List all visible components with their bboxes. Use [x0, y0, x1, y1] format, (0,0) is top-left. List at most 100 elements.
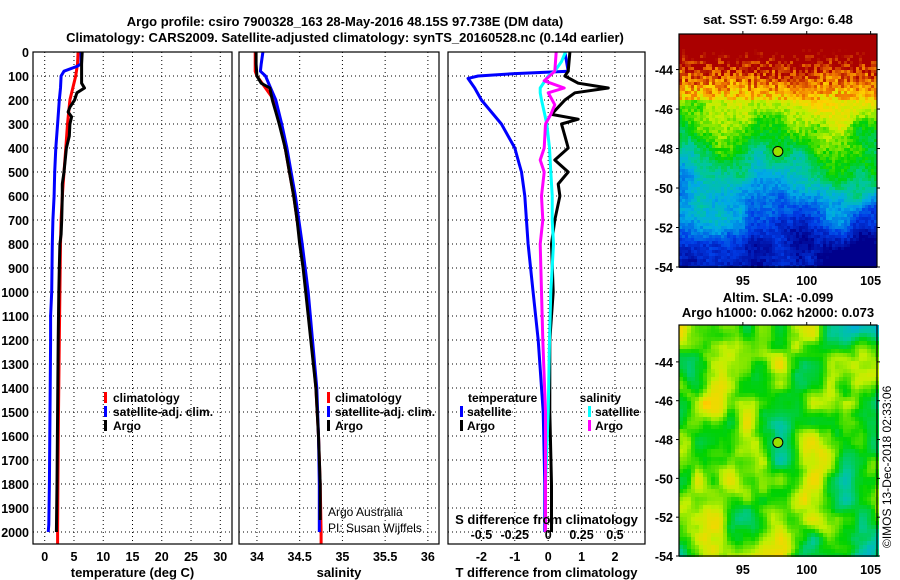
map-cell [754, 199, 757, 202]
map-cell [679, 64, 682, 67]
map-cell [775, 58, 778, 61]
map-cell [841, 100, 844, 103]
map-cell [850, 148, 853, 151]
map-cell [679, 145, 682, 148]
map-cell [697, 88, 700, 91]
map-cell [679, 202, 682, 205]
map-cell [706, 103, 709, 106]
map-cell [769, 97, 772, 100]
map-cell [697, 196, 700, 199]
map-cell [832, 37, 835, 40]
map-cell [754, 220, 757, 223]
map-cell [790, 127, 793, 130]
map-cell [733, 235, 736, 238]
map-cell [703, 229, 706, 232]
map-cell [817, 100, 820, 103]
map-cell [847, 55, 850, 58]
map-cell [763, 67, 766, 70]
map-cell [859, 58, 862, 61]
map-cell [847, 40, 850, 43]
map-cell [751, 211, 754, 214]
legend-title-temperature: temperature [468, 391, 538, 405]
map-cell [871, 193, 874, 196]
map-cell [679, 106, 682, 109]
map-cell [781, 154, 784, 157]
map-cell [802, 43, 805, 46]
map-cell [682, 100, 685, 103]
map-cell [829, 70, 832, 73]
map-cell [814, 193, 817, 196]
map-cell [874, 226, 877, 229]
map-cell [814, 241, 817, 244]
map-cell [751, 244, 754, 247]
map-cell [772, 211, 775, 214]
map-cell [682, 118, 685, 121]
map-cell [685, 40, 688, 43]
map-cell [856, 193, 859, 196]
map-cell [871, 166, 874, 169]
map-cell [709, 244, 712, 247]
map-cell [793, 127, 796, 130]
map-cell [748, 163, 751, 166]
map-cell [814, 223, 817, 226]
map-cell [829, 43, 832, 46]
map-cell [712, 166, 715, 169]
map-cell [811, 181, 814, 184]
map-cell [715, 94, 718, 97]
map-cell [703, 232, 706, 235]
map-cell [793, 184, 796, 187]
map-cell [787, 55, 790, 58]
map-cell [850, 130, 853, 133]
map-cell [739, 37, 742, 40]
map-cell [730, 151, 733, 154]
map-cell [682, 70, 685, 73]
map-cell [811, 187, 814, 190]
map-cell [718, 193, 721, 196]
map-cell [679, 154, 682, 157]
map-cell [874, 250, 877, 253]
map-cell [721, 220, 724, 223]
map-cell [784, 247, 787, 250]
map-cell [697, 124, 700, 127]
map-cell [751, 61, 754, 64]
map-cell [802, 145, 805, 148]
map-cell [748, 160, 751, 163]
map-cell [853, 97, 856, 100]
map-cell [769, 136, 772, 139]
map-cell [739, 49, 742, 52]
map-cell [865, 169, 868, 172]
y-tick-label: 1300 [1, 358, 29, 372]
map-cell [697, 115, 700, 118]
map-cell [691, 250, 694, 253]
map-cell [856, 196, 859, 199]
map-cell [766, 79, 769, 82]
map-cell [748, 91, 751, 94]
map-cell [730, 82, 733, 85]
map-cell [820, 238, 823, 241]
y-tick-label: 1400 [1, 382, 29, 396]
map-cell [727, 187, 730, 190]
map-cell [817, 196, 820, 199]
map-cell [811, 169, 814, 172]
map-cell [757, 34, 760, 37]
legend-marker-sal-argo [588, 420, 591, 431]
map-cell [844, 208, 847, 211]
map-cell [814, 220, 817, 223]
map-cell [724, 166, 727, 169]
map-cell [703, 169, 706, 172]
map-cell [712, 124, 715, 127]
map-cell [835, 73, 838, 76]
map-cell [733, 82, 736, 85]
map-cell [793, 103, 796, 106]
map-cell [724, 196, 727, 199]
map-cell [811, 196, 814, 199]
map-cell [805, 127, 808, 130]
map-cell [838, 70, 841, 73]
map-cell [760, 175, 763, 178]
map-cell [751, 232, 754, 235]
map-cell [844, 136, 847, 139]
map-cell [874, 175, 877, 178]
map-cell [802, 244, 805, 247]
map-cell [853, 82, 856, 85]
